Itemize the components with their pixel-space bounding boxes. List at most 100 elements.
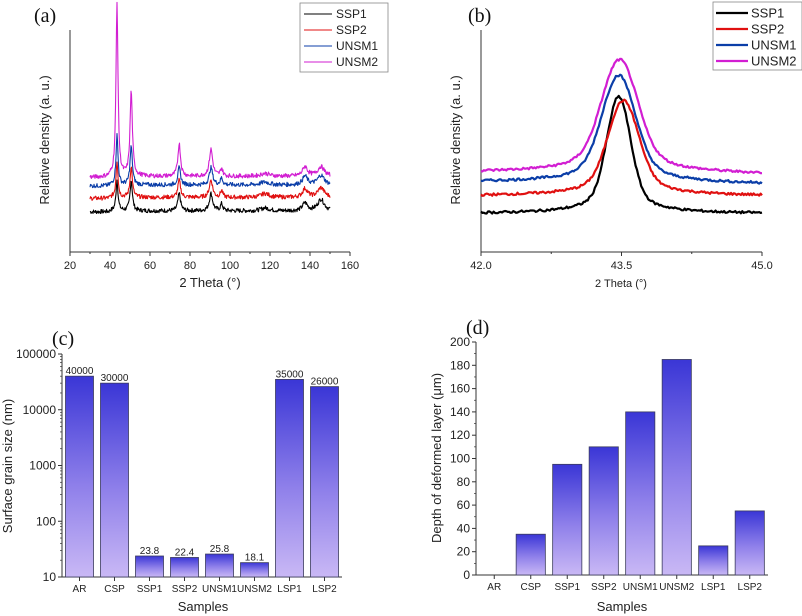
panel-a-legend: SSP1 SSP2 UNSM1 UNSM2: [299, 2, 389, 73]
panel-c-y-tick-label: 1000: [29, 459, 56, 473]
panel-a-series-ssp2: [89, 161, 331, 201]
panel-a-x-tick-label: 140: [301, 260, 319, 272]
panel-d-y-tick-label: 80: [457, 475, 471, 489]
panel-d-y-tick-label: 40: [457, 521, 471, 535]
panel-a-legend-label: SSP1: [336, 7, 367, 21]
panel-a-xlabel: 2 Theta (°): [179, 275, 240, 290]
panel-c-data-label: 18.1: [245, 553, 265, 564]
panel-d-x-tick-label: AR: [487, 582, 501, 593]
panel-b-series-ssp2: [480, 98, 763, 197]
panel-c-y-tick-label: 100: [36, 514, 56, 528]
panel-c-x-tick-label: LSP1: [277, 584, 302, 595]
panel-a-ylabel: Relative density (a. u.): [37, 75, 52, 204]
panel-d-bar-lsp2: [734, 510, 765, 576]
panel-b-legend-label: SSP1: [751, 6, 784, 21]
panel-c-data-label: 25.8: [210, 544, 230, 555]
panel-b-xrd-zoom: (b) Relative density (a. u.) 2 Theta (°)…: [448, 1, 802, 290]
panel-d-y-tick-label: 20: [457, 545, 471, 559]
panel-c-data-label: 35000: [276, 369, 304, 380]
panel-c-bar-unsm2: [240, 562, 269, 578]
panel-a-series-unsm2: [89, 1, 331, 179]
panel-c-data-label: 40000: [66, 366, 94, 377]
panel-c-bar-ar: [65, 375, 94, 578]
panel-d-y-tick-label: 180: [450, 358, 470, 372]
panel-c-x-tick-label: UNSM1: [202, 584, 237, 595]
panel-c-x-tick-label: SSP2: [172, 584, 198, 595]
panel-c-x-tick-label: LSP2: [312, 584, 337, 595]
panel-b-x-tick-label: 43.5: [611, 260, 632, 272]
panel-c-y-tick-label: 10000: [23, 403, 57, 417]
panel-b-legend-label: UNSM1: [751, 38, 797, 53]
panel-c-x-tick-label: UNSM2: [237, 584, 272, 595]
panel-d-y-tick-label: 140: [450, 405, 470, 419]
panel-a-series-unsm1: [89, 132, 331, 189]
panel-d-y-tick-label: 120: [450, 428, 470, 442]
panel-d-y-tick-label: 100: [450, 452, 470, 466]
panel-c-label: (c): [52, 328, 74, 350]
panel-d-y-tick-label: 160: [450, 382, 470, 396]
panel-a-x-tick-label: 80: [184, 260, 196, 272]
panel-b-legend-label: UNSM2: [751, 54, 797, 69]
panel-d-y-tick-label: 0: [463, 568, 470, 582]
panel-d-deformed-depth: (d) Depth of deformed layer (μm) Samples…: [429, 317, 768, 614]
panel-d-x-tick-label: SSP2: [591, 582, 617, 593]
panel-d-y-tick-label: 200: [450, 335, 470, 349]
panel-b-label: (b): [468, 5, 491, 27]
panel-d-ylabel: Depth of deformed layer (μm): [429, 373, 444, 543]
panel-c-ylabel: Surface grain size (nm): [0, 399, 15, 533]
panel-d-y-tick-label: 60: [457, 498, 471, 512]
panel-b-series-ssp1: [480, 94, 763, 215]
panel-c-xlabel: Samples: [178, 599, 229, 614]
panel-c-y-tick-label: 10: [43, 570, 57, 584]
panel-c-bar-ssp2: [170, 557, 199, 578]
panel-b-legend-label: SSP2: [751, 22, 784, 37]
panel-d-bar-ssp2: [588, 446, 619, 576]
panel-c-x-tick-label: SSP1: [137, 584, 163, 595]
panel-d-x-tick-label: UNSM1: [623, 582, 658, 593]
panel-b-series-unsm2: [480, 57, 763, 175]
panel-c-grain-size: (c) Surface grain size (nm) Samples 10 10…: [0, 328, 342, 614]
panel-c-bar-lsp2: [310, 386, 339, 578]
panel-b-xlabel: 2 Theta (°): [595, 278, 647, 290]
panel-a-legend-label: UNSM2: [336, 55, 378, 69]
panel-c-data-label: 26000: [311, 377, 339, 388]
panel-c-bar-lsp1: [275, 379, 304, 578]
panel-d-bar-csp: [515, 533, 546, 576]
panel-c-y-tick-label: 100000: [16, 347, 56, 361]
panel-a-x-tick-label: 20: [64, 260, 76, 272]
panel-a-xrd-full: (a) Relative density (a. u.) 2 Theta (°)…: [34, 1, 389, 290]
panel-d-bar-ssp1: [552, 463, 583, 576]
panel-c-x-tick-label: AR: [73, 584, 87, 595]
panel-a-x-tick-label: 160: [341, 260, 359, 272]
panel-d-bar-unsm2: [661, 359, 692, 576]
panel-d-bar-unsm1: [625, 411, 656, 576]
panel-d-xlabel: Samples: [597, 599, 648, 614]
panel-a-x-tick-label: 120: [261, 260, 279, 272]
panel-c-bar-ssp1: [135, 555, 164, 578]
panel-a-legend-label: UNSM1: [336, 39, 378, 53]
panel-a-x-tick-label: 60: [144, 260, 156, 272]
panel-d-bar-lsp1: [698, 545, 729, 576]
panel-b-x-tick-label: 45.0: [751, 260, 772, 272]
panel-c-data-label: 22.4: [175, 547, 195, 558]
panel-a-series-ssp1: [89, 179, 331, 215]
panel-d-x-tick-label: LSP1: [701, 582, 726, 593]
panel-d-x-tick-label: CSP: [520, 582, 541, 593]
panel-b-x-tick-label: 42.0: [470, 260, 491, 272]
panel-a-legend-box: [299, 2, 389, 73]
panel-c-bar-csp: [100, 382, 129, 578]
panel-b-ylabel: Relative density (a. u.): [448, 75, 463, 204]
panel-d-label: (d): [466, 317, 489, 339]
panel-c-x-tick-label: CSP: [104, 584, 125, 595]
panel-a-x-tick-label: 100: [221, 260, 239, 272]
panel-a-legend-label: SSP2: [336, 23, 367, 37]
panel-a-x-tick-label: 40: [104, 260, 116, 272]
panel-b-series-unsm1: [480, 73, 763, 185]
panel-c-data-label: 23.8: [140, 546, 160, 557]
panel-d-x-tick-label: LSP2: [738, 582, 763, 593]
panel-d-x-tick-label: SSP1: [554, 582, 580, 593]
panel-d-x-tick-label: UNSM2: [659, 582, 694, 593]
panel-c-bar-unsm1: [205, 553, 234, 578]
